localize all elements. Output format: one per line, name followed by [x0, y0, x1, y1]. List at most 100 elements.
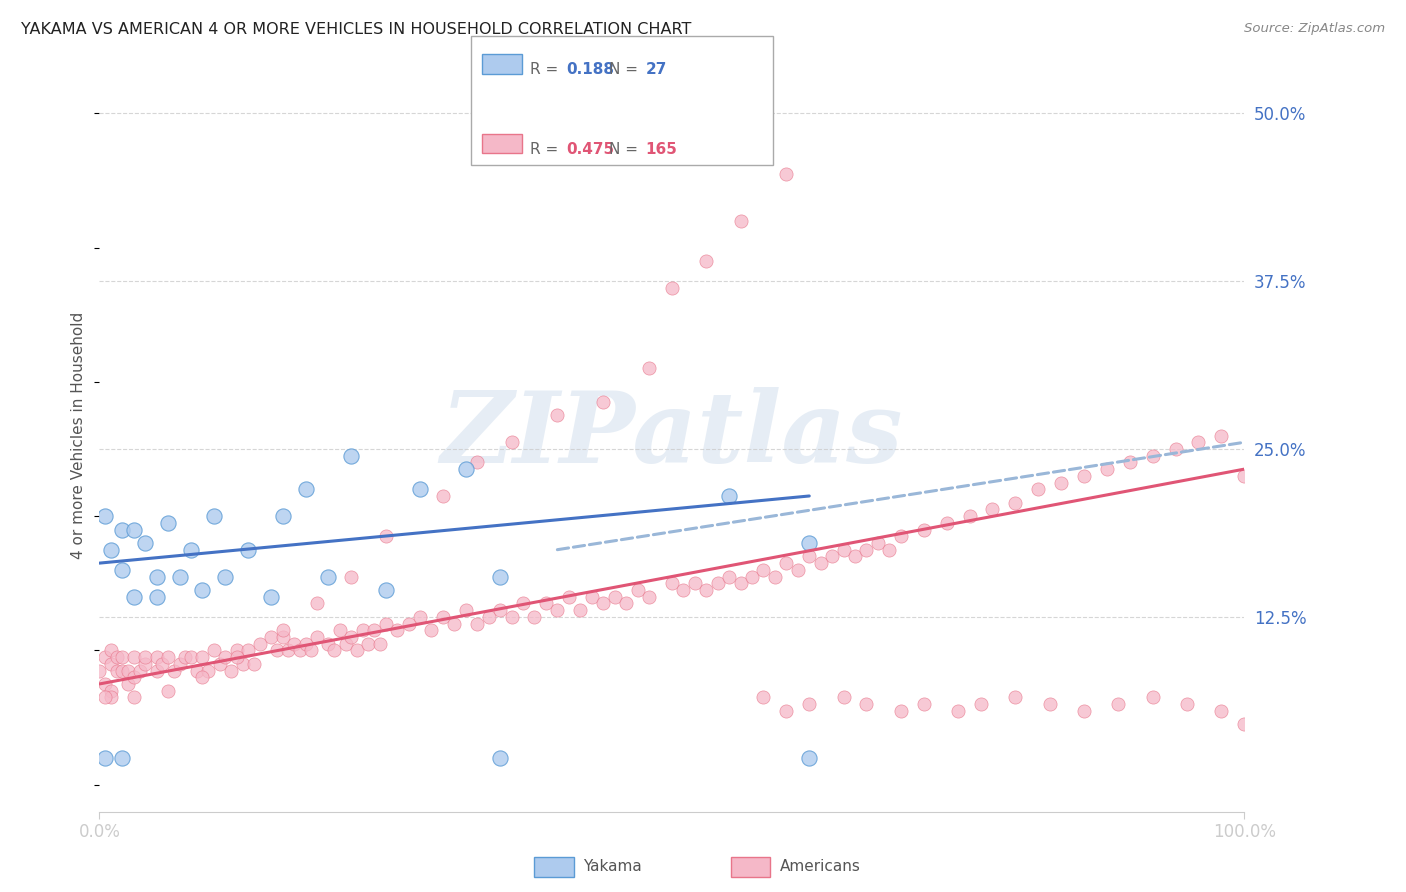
Point	[409, 610, 432, 624]
Point	[122, 523, 145, 537]
Point	[191, 582, 214, 597]
Point	[730, 576, 752, 591]
Point	[512, 596, 534, 610]
Point	[117, 664, 139, 678]
Point	[243, 657, 266, 671]
Point	[191, 670, 214, 684]
Point	[219, 664, 242, 678]
Point	[271, 509, 294, 524]
Point	[695, 582, 717, 597]
Text: Source: ZipAtlas.com: Source: ZipAtlas.com	[1244, 22, 1385, 36]
Point	[970, 697, 993, 711]
Point	[1142, 449, 1164, 463]
Point	[238, 542, 260, 557]
Point	[866, 536, 889, 550]
Point	[752, 690, 775, 705]
Point	[912, 523, 935, 537]
Point	[638, 590, 661, 604]
Text: N =: N =	[609, 62, 643, 78]
Point	[260, 590, 283, 604]
Point	[912, 697, 935, 711]
Text: Americans: Americans	[780, 859, 862, 874]
Point	[706, 576, 728, 591]
Point	[763, 569, 786, 583]
Point	[271, 624, 294, 638]
Point	[145, 569, 167, 583]
Point	[592, 395, 614, 409]
Point	[946, 704, 969, 718]
Point	[299, 643, 322, 657]
Point	[294, 637, 316, 651]
Point	[174, 650, 197, 665]
Text: N =: N =	[609, 142, 643, 157]
Point	[145, 590, 167, 604]
Point	[1026, 483, 1049, 497]
Point	[821, 549, 844, 564]
Point	[581, 590, 603, 604]
Point	[501, 610, 523, 624]
Point	[718, 569, 741, 583]
Point	[157, 516, 180, 530]
Point	[730, 213, 752, 227]
Point	[374, 616, 396, 631]
Point	[357, 637, 380, 651]
Point	[890, 704, 912, 718]
Point	[398, 616, 420, 631]
Point	[465, 616, 488, 631]
Point	[335, 637, 357, 651]
Point	[1073, 468, 1095, 483]
Point	[374, 529, 396, 543]
Point	[879, 542, 901, 557]
Point	[128, 664, 150, 678]
Point	[695, 254, 717, 268]
Point	[318, 569, 340, 583]
Point	[260, 630, 283, 644]
Point	[775, 167, 797, 181]
Point	[672, 582, 695, 597]
Point	[1187, 435, 1209, 450]
Point	[89, 664, 111, 678]
Point	[225, 643, 247, 657]
Point	[100, 542, 122, 557]
Point	[238, 643, 260, 657]
Point	[855, 697, 877, 711]
Point	[1119, 455, 1142, 469]
Point	[100, 683, 122, 698]
Point	[214, 650, 236, 665]
Point	[191, 650, 214, 665]
Point	[981, 502, 1004, 516]
Point	[340, 569, 363, 583]
Point	[225, 650, 247, 665]
Point	[180, 542, 202, 557]
Text: R =: R =	[530, 142, 564, 157]
Point	[122, 690, 145, 705]
Point	[202, 509, 225, 524]
Point	[157, 650, 180, 665]
Point	[169, 569, 191, 583]
Point	[489, 603, 512, 617]
Point	[638, 361, 661, 376]
Point	[117, 677, 139, 691]
Point	[775, 704, 797, 718]
Point	[454, 462, 477, 476]
Point	[111, 751, 134, 765]
Point	[346, 643, 368, 657]
Point	[152, 657, 174, 671]
Point	[501, 435, 523, 450]
Point	[1073, 704, 1095, 718]
Point	[420, 624, 443, 638]
Point	[890, 529, 912, 543]
Point	[1175, 697, 1198, 711]
Point	[409, 483, 432, 497]
Point	[305, 596, 328, 610]
Point	[810, 556, 832, 570]
Point	[1142, 690, 1164, 705]
Point	[363, 624, 385, 638]
Text: YAKAMA VS AMERICAN 4 OR MORE VEHICLES IN HOUSEHOLD CORRELATION CHART: YAKAMA VS AMERICAN 4 OR MORE VEHICLES IN…	[21, 22, 692, 37]
Point	[1039, 697, 1062, 711]
Point	[718, 489, 741, 503]
Point	[352, 624, 374, 638]
Point	[163, 664, 186, 678]
Point	[775, 556, 797, 570]
Point	[100, 643, 122, 657]
